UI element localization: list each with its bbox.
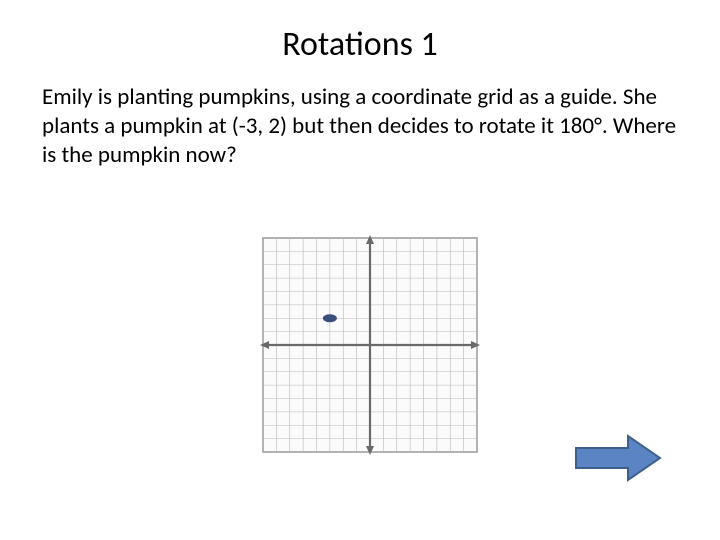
next-arrow-button[interactable] xyxy=(574,434,662,482)
page-title: Rotations 1 xyxy=(0,0,720,83)
plotted-point xyxy=(323,314,337,322)
coordinate-grid xyxy=(255,230,485,460)
problem-text: Emily is planting pumpkins, using a coor… xyxy=(0,83,720,169)
arrow-right-icon xyxy=(576,436,660,480)
